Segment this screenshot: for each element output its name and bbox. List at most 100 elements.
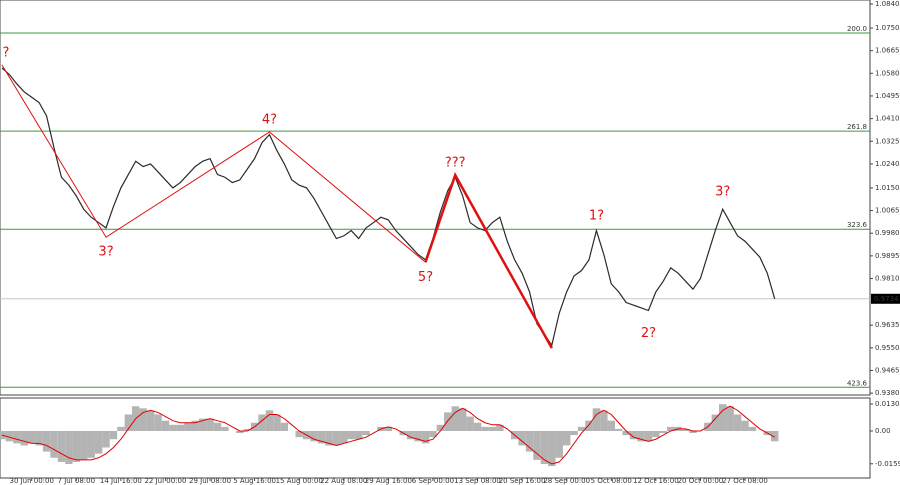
x-tick-label: 13 Sep 08:00 [454,477,501,485]
price-panel [0,0,871,396]
current-price-label: 0.9734 [874,295,899,303]
histogram-bar [154,414,162,431]
histogram-bar [176,424,185,431]
histogram-bar [741,420,749,431]
x-tick-label: 29 Jul 08:00 [189,477,231,485]
histogram-bar [748,426,757,431]
histogram-bar [481,426,489,431]
y-tick-label: 0.9895 [875,252,900,260]
y-tick-label: 0.9810 [875,275,900,283]
histogram-bar [50,430,58,458]
histogram-bar [592,408,601,431]
histogram-bar [659,430,667,434]
histogram-bar [139,408,147,431]
y-tick-label: 1.0665 [875,47,900,55]
y-tick-label: 0.9550 [875,344,900,352]
wave-line [424,172,553,349]
histogram-bar [169,424,177,431]
histogram-bar [354,430,363,440]
wave-label: 2? [641,326,656,341]
histogram-bar [637,430,645,442]
y-tick-label: 0.00 [875,427,891,435]
x-tick-label: 27 Oct 08:00 [722,477,768,485]
histogram-bar [57,430,66,462]
price-line [1,67,776,347]
wave-label: 3? [98,245,113,260]
histogram-bar [451,406,459,431]
histogram-bar [310,430,318,442]
histogram-bar [42,430,51,452]
histogram-bar [444,412,452,431]
fib-label: 261.8 [847,123,867,131]
histogram-bar [518,430,526,446]
histogram-bar [726,406,734,431]
x-tick-label: 30 Jun 00:00 [9,477,53,485]
histogram-bar [198,418,207,431]
histogram-bar [161,420,170,431]
histogram-bar [221,426,229,431]
histogram-bar [555,430,563,458]
y-tick-label: 1.0150 [875,184,900,192]
histogram-bar [473,422,482,431]
histogram-bar [258,414,266,431]
histogram-bar [689,430,697,434]
histogram-bar [585,420,593,431]
histogram-bar [317,430,326,444]
histogram-bar [436,424,445,431]
histogram-bar [466,416,474,431]
y-tick-label: 0.9635 [875,321,900,329]
oscillator-panel [0,397,871,479]
histogram-bar [429,430,437,438]
y-tick-label: 1.0065 [875,207,900,215]
x-tick-label: 14 Jul 16:00 [100,477,142,485]
x-tick-label: 20 Oct 00:00 [678,477,724,485]
y-tick-label: -0.0159 [875,460,900,468]
histogram-bar [206,418,214,431]
wave-label: ? [3,46,10,61]
histogram-bar [414,430,422,442]
histogram-bar [28,430,36,444]
histogram-bar [562,430,571,446]
x-tick-label: 20 Sep 16:00 [499,477,546,485]
histogram-bar [719,404,727,431]
y-tick-label: 0.9380 [875,389,900,397]
current-price-box [871,293,900,304]
histogram-bar [146,410,155,431]
histogram-bar [340,430,348,444]
fib-label: 323.6 [847,221,868,229]
histogram-bar [406,430,415,440]
histogram-bar [652,430,660,438]
wave-label: ??? [445,156,466,171]
histogram-bar [614,428,623,431]
histogram-bar [213,422,222,431]
histogram-bar [124,414,133,431]
histogram-bar [325,430,333,446]
histogram-bar [13,430,21,444]
wave-label: 1? [589,208,604,223]
histogram-bar [711,414,720,431]
histogram-bar [236,430,244,434]
x-tick-label: 5 Oct 08:00 [591,477,632,485]
histogram-bar [72,430,81,462]
histogram-bar [332,430,341,446]
signal-line [1,405,775,465]
histogram-bar [600,410,608,431]
histogram-bar [273,414,281,431]
y-tick-label: 1.0580 [875,69,900,77]
x-tick-label: 15 Aug 00:00 [276,477,323,485]
histogram-bar [102,430,110,448]
histogram-bar [496,424,504,431]
histogram-bar [458,408,467,431]
histogram-bar [243,428,251,431]
histogram-bar [644,430,653,442]
histogram-bar [540,430,549,464]
histogram-bar [771,430,779,442]
x-tick-label: 12 Oct 16:00 [633,477,679,485]
histogram-bar [109,430,118,440]
histogram-bar [622,430,630,436]
histogram-bar [533,430,541,460]
fib-label: 200.0 [847,25,867,33]
histogram-bar [80,430,88,460]
histogram-bar [607,420,615,431]
